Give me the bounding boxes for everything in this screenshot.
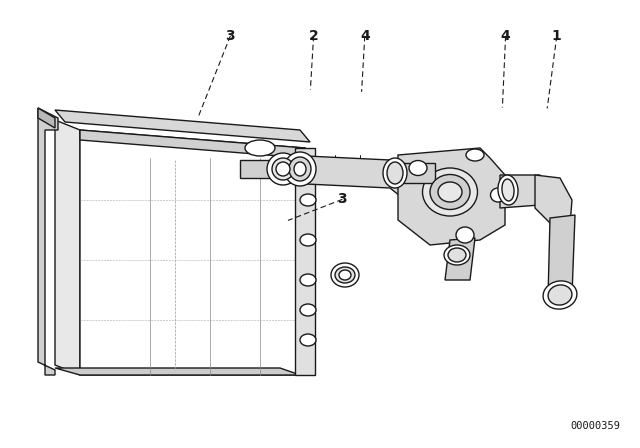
Text: 3: 3	[225, 29, 236, 43]
Text: 00000359: 00000359	[570, 421, 620, 431]
Ellipse shape	[430, 175, 470, 210]
Ellipse shape	[422, 168, 477, 216]
Ellipse shape	[383, 158, 407, 188]
Ellipse shape	[444, 245, 470, 265]
Polygon shape	[38, 108, 55, 128]
Polygon shape	[80, 130, 305, 375]
Polygon shape	[38, 108, 58, 375]
Text: 4: 4	[500, 29, 511, 43]
Ellipse shape	[300, 334, 316, 346]
Ellipse shape	[300, 274, 316, 286]
Polygon shape	[548, 215, 575, 298]
Polygon shape	[55, 120, 80, 375]
Polygon shape	[500, 175, 540, 208]
Ellipse shape	[543, 281, 577, 309]
Ellipse shape	[289, 157, 311, 181]
Polygon shape	[398, 148, 505, 245]
Ellipse shape	[438, 182, 462, 202]
Ellipse shape	[300, 234, 316, 246]
Text: 1: 1	[552, 29, 562, 43]
Text: 2: 2	[308, 29, 319, 43]
Ellipse shape	[456, 227, 474, 243]
Ellipse shape	[387, 162, 403, 184]
Ellipse shape	[409, 160, 427, 176]
Ellipse shape	[448, 248, 466, 262]
Ellipse shape	[339, 270, 351, 280]
Text: 3: 3	[337, 192, 348, 207]
Ellipse shape	[335, 267, 355, 283]
Ellipse shape	[300, 304, 316, 316]
Ellipse shape	[267, 153, 299, 185]
Text: 4: 4	[360, 29, 370, 43]
Polygon shape	[535, 175, 572, 228]
Ellipse shape	[276, 162, 290, 176]
Ellipse shape	[331, 263, 359, 287]
Ellipse shape	[498, 175, 518, 205]
Ellipse shape	[490, 188, 506, 202]
Polygon shape	[55, 110, 310, 142]
Ellipse shape	[548, 285, 572, 305]
Polygon shape	[445, 238, 475, 280]
Ellipse shape	[245, 140, 275, 156]
Polygon shape	[285, 155, 400, 196]
Ellipse shape	[294, 162, 306, 176]
Polygon shape	[398, 163, 435, 183]
Ellipse shape	[502, 179, 514, 201]
Ellipse shape	[272, 158, 294, 180]
Polygon shape	[55, 368, 300, 375]
Polygon shape	[240, 160, 283, 178]
Polygon shape	[295, 148, 315, 375]
Polygon shape	[80, 130, 305, 158]
Ellipse shape	[284, 152, 316, 186]
Ellipse shape	[466, 149, 484, 161]
Ellipse shape	[300, 194, 316, 206]
